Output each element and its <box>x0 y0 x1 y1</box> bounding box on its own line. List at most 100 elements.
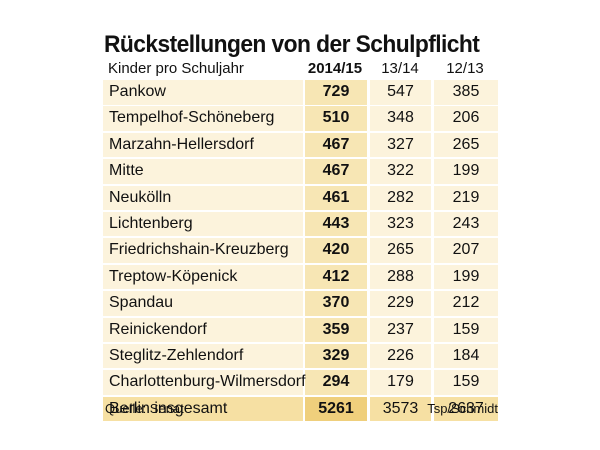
column-header-13-14: 13/14 <box>381 60 419 77</box>
value-2014-15: 443 <box>322 214 350 232</box>
value-13-14: 547 <box>387 83 414 100</box>
row-bg-prev2 <box>434 317 498 343</box>
table-row: Tempelhof-Schöneberg 510 348 206 <box>103 106 498 131</box>
row-bg-current <box>305 396 367 422</box>
row-bg-name <box>103 238 303 263</box>
row-bg-current <box>305 238 367 263</box>
row-bg-prev2 <box>434 291 498 316</box>
value-12-13: 243 <box>452 214 480 232</box>
row-bg-prev2 <box>434 185 498 211</box>
row-bg-current <box>305 211 367 237</box>
value-12-13: 206 <box>452 109 480 127</box>
row-bg-name <box>103 159 303 184</box>
value-12-13: 184 <box>452 346 480 364</box>
table-row: Friedrichshain-Kreuzberg 420 265 207 <box>103 238 498 263</box>
row-bg-prev2 <box>434 264 498 290</box>
row-header-label: Kinder pro Schuljahr <box>108 60 244 77</box>
row-bg-prev2 <box>434 106 498 131</box>
district-name: Friedrichshain-Kreuzberg <box>109 241 289 259</box>
table-row: Reinickendorf 359 237 159 <box>103 317 498 343</box>
column-header-2014-15: 2014/15 <box>307 60 363 77</box>
row-bg-prev2 <box>434 211 498 237</box>
row-bg-prev <box>370 185 431 211</box>
row-bg-current <box>305 106 367 131</box>
district-name: Reinickendorf <box>109 320 207 338</box>
row-bg-prev2 <box>434 370 498 395</box>
table-row: Charlottenburg-Wilmersdorf 294 179 159 <box>103 370 498 395</box>
row-bg-name <box>103 80 303 105</box>
row-bg-current <box>305 343 367 369</box>
district-name: Treptow-Köpenick <box>109 267 238 285</box>
row-bg-current <box>305 317 367 343</box>
row-bg-name <box>103 106 303 131</box>
row-bg-name <box>103 370 303 395</box>
value-13-14: 348 <box>387 109 414 127</box>
table-row: Treptow-Köpenick 412 288 199 <box>103 264 498 290</box>
row-bg-name <box>103 317 303 343</box>
row-bg-prev <box>370 291 431 316</box>
table-row: Mitte 467 322 199 <box>103 159 498 184</box>
row-bg-prev2 <box>434 80 498 105</box>
table-row: Neukölln 461 282 219 <box>103 185 498 211</box>
row-bg-prev <box>370 370 431 395</box>
district-name: Lichtenberg <box>109 214 193 232</box>
value-2014-15: 294 <box>322 373 350 391</box>
value-12-13: 265 <box>452 135 480 153</box>
row-bg-prev2 <box>434 159 498 184</box>
district-name: Charlottenburg-Wilmersdorf <box>109 373 306 391</box>
value-12-13: 159 <box>452 373 480 391</box>
row-bg-prev <box>370 238 431 263</box>
column-header-12-13: 12/13 <box>446 60 484 77</box>
row-bg-prev2 <box>434 132 498 158</box>
value-2014-15: 461 <box>322 188 350 206</box>
value-13-14: 282 <box>387 188 414 206</box>
total-value-12-13: 2637 <box>448 399 484 417</box>
table-row: Marzahn-Hellersdorf 467 327 265 <box>103 132 498 158</box>
value-12-13: 159 <box>452 320 480 338</box>
value-12-13: 212 <box>452 294 480 312</box>
row-bg-name <box>103 291 303 316</box>
table-row: Lichtenberg 443 323 243 <box>103 211 498 237</box>
row-bg-prev <box>370 132 431 158</box>
total-row: Berlin insgesamt 5261 3573 2637 <box>103 396 498 422</box>
table-row: Steglitz-Zehlendorf 329 226 184 <box>103 343 498 369</box>
row-bg-prev <box>370 396 431 422</box>
district-name: Pankow <box>109 83 166 100</box>
row-bg-name <box>103 396 303 422</box>
value-13-14: 327 <box>387 135 414 153</box>
total-value-13-14: 3573 <box>382 399 419 417</box>
value-2014-15: 420 <box>322 241 350 259</box>
district-name: Neukölln <box>109 188 172 206</box>
district-name: Marzahn-Hellersdorf <box>109 135 254 153</box>
value-13-14: 229 <box>387 294 414 312</box>
row-bg-prev <box>370 264 431 290</box>
value-13-14: 288 <box>387 267 414 285</box>
row-bg-current <box>305 370 367 395</box>
district-name: Spandau <box>109 294 174 312</box>
value-13-14: 322 <box>387 162 414 180</box>
value-2014-15: 412 <box>322 267 350 285</box>
row-bg-current <box>305 264 367 290</box>
total-value-2014-15: 5261 <box>318 399 354 417</box>
total-label: Berlin insgesamt <box>109 399 228 417</box>
value-2014-15: 329 <box>322 346 350 364</box>
source-note: Quelle: Senat <box>105 401 184 416</box>
district-name: Mitte <box>109 162 144 180</box>
row-bg-name <box>103 264 303 290</box>
value-12-13: 385 <box>452 83 480 100</box>
row-bg-current <box>305 132 367 158</box>
value-2014-15: 467 <box>322 162 350 180</box>
value-13-14: 179 <box>387 373 414 391</box>
value-12-13: 199 <box>452 162 480 180</box>
value-13-14: 226 <box>387 346 414 364</box>
row-bg-prev <box>370 159 431 184</box>
row-bg-current <box>305 185 367 211</box>
row-bg-prev <box>370 343 431 369</box>
value-2014-15: 467 <box>322 135 350 153</box>
row-bg-name <box>103 185 303 211</box>
row-bg-current <box>305 291 367 316</box>
value-12-13: 199 <box>452 267 480 285</box>
row-bg-name <box>103 132 303 158</box>
value-12-13: 219 <box>452 188 480 206</box>
